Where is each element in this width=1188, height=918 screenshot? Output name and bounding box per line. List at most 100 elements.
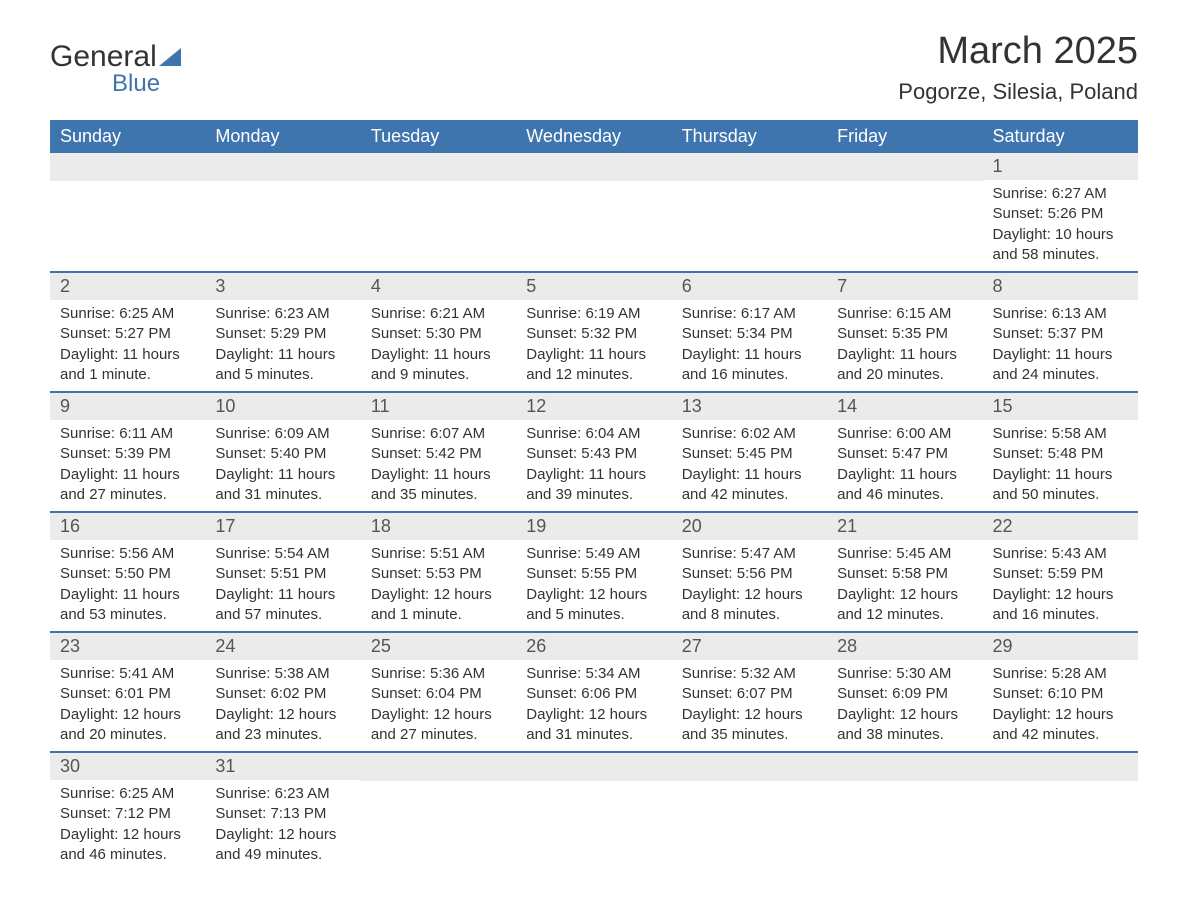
calendar-cell: 5Sunrise: 6:19 AMSunset: 5:32 PMDaylight… bbox=[516, 272, 671, 392]
calendar-table: Sunday Monday Tuesday Wednesday Thursday… bbox=[50, 120, 1138, 871]
calendar-cell: 19Sunrise: 5:49 AMSunset: 5:55 PMDayligh… bbox=[516, 512, 671, 632]
sunrise-text: Sunrise: 5:58 AM bbox=[993, 424, 1128, 444]
daylight-text-1: Daylight: 11 hours bbox=[371, 345, 506, 365]
daylight-text-1: Daylight: 12 hours bbox=[215, 825, 350, 845]
day-details: Sunrise: 5:41 AMSunset: 6:01 PMDaylight:… bbox=[50, 660, 205, 751]
empty-day-content bbox=[672, 781, 827, 801]
calendar-cell: 31 Sunrise: 6:23 AMSunset: 7:13 PMDayligh… bbox=[205, 752, 360, 871]
day-details: Sunrise: 5:32 AMSunset: 6:07 PMDaylight:… bbox=[672, 660, 827, 751]
day-number: 10 bbox=[205, 393, 360, 420]
daylight-text-1: Daylight: 11 hours bbox=[60, 345, 195, 365]
calendar-cell bbox=[50, 153, 205, 272]
sunset-text: Sunset: 6:09 PM bbox=[837, 684, 972, 704]
day-number: 31 bbox=[205, 753, 360, 780]
day-details: Sunrise: 5:38 AMSunset: 6:02 PMDaylight:… bbox=[205, 660, 360, 751]
sunset-text: Sunset: 5:48 PM bbox=[993, 444, 1128, 464]
daylight-text-2: and 5 minutes. bbox=[526, 605, 661, 625]
daylight-text-2: and 38 minutes. bbox=[837, 725, 972, 745]
sunset-text: Sunset: 5:47 PM bbox=[837, 444, 972, 464]
daylight-text-1: Daylight: 12 hours bbox=[60, 705, 195, 725]
daylight-text-1: Daylight: 11 hours bbox=[837, 345, 972, 365]
daylight-text-1: Daylight: 11 hours bbox=[837, 465, 972, 485]
day-number: 5 bbox=[516, 273, 671, 300]
daylight-text-2: and 46 minutes. bbox=[837, 485, 972, 505]
day-number: 28 bbox=[827, 633, 982, 660]
weekday-header: Thursday bbox=[672, 120, 827, 153]
sunset-text: Sunset: 6:02 PM bbox=[215, 684, 350, 704]
sunrise-text: Sunrise: 6:25 AM bbox=[60, 304, 195, 324]
calendar-cell: 23Sunrise: 5:41 AMSunset: 6:01 PMDayligh… bbox=[50, 632, 205, 752]
sunset-text: Sunset: 7:13 PM bbox=[215, 804, 350, 824]
day-details: Sunrise: 5:30 AMSunset: 6:09 PMDaylight:… bbox=[827, 660, 982, 751]
calendar-cell: 4Sunrise: 6:21 AMSunset: 5:30 PMDaylight… bbox=[361, 272, 516, 392]
daylight-text-2: and 58 minutes. bbox=[993, 245, 1128, 265]
calendar-cell: 15Sunrise: 5:58 AMSunset: 5:48 PMDayligh… bbox=[983, 392, 1138, 512]
daylight-text-2: and 57 minutes. bbox=[215, 605, 350, 625]
daylight-text-1: Daylight: 10 hours bbox=[993, 225, 1128, 245]
daylight-text-1: Daylight: 11 hours bbox=[526, 465, 661, 485]
day-details: Sunrise: 6:00 AMSunset: 5:47 PMDaylight:… bbox=[827, 420, 982, 511]
daylight-text-1: Daylight: 11 hours bbox=[993, 345, 1128, 365]
calendar-cell: 2Sunrise: 6:25 AMSunset: 5:27 PMDaylight… bbox=[50, 272, 205, 392]
sunset-text: Sunset: 5:32 PM bbox=[526, 324, 661, 344]
day-details: Sunrise: 6:11 AMSunset: 5:39 PMDaylight:… bbox=[50, 420, 205, 511]
calendar-week-row: 2Sunrise: 6:25 AMSunset: 5:27 PMDaylight… bbox=[50, 272, 1138, 392]
calendar-cell bbox=[361, 153, 516, 272]
day-details: Sunrise: 6:15 AMSunset: 5:35 PMDaylight:… bbox=[827, 300, 982, 391]
daylight-text-1: Daylight: 11 hours bbox=[682, 345, 817, 365]
daylight-text-2: and 49 minutes. bbox=[215, 845, 350, 865]
calendar-cell bbox=[205, 153, 360, 272]
sunset-text: Sunset: 6:01 PM bbox=[60, 684, 195, 704]
daylight-text-2: and 8 minutes. bbox=[682, 605, 817, 625]
daylight-text-2: and 5 minutes. bbox=[215, 365, 350, 385]
calendar-cell: 8Sunrise: 6:13 AMSunset: 5:37 PMDaylight… bbox=[983, 272, 1138, 392]
logo-top-row: General bbox=[50, 40, 181, 74]
daylight-text-2: and 42 minutes. bbox=[993, 725, 1128, 745]
calendar-cell bbox=[827, 752, 982, 871]
calendar-cell: 28Sunrise: 5:30 AMSunset: 6:09 PMDayligh… bbox=[827, 632, 982, 752]
calendar-cell: 9Sunrise: 6:11 AMSunset: 5:39 PMDaylight… bbox=[50, 392, 205, 512]
sunrise-text: Sunrise: 6:17 AM bbox=[682, 304, 817, 324]
sunrise-text: Sunrise: 5:36 AM bbox=[371, 664, 506, 684]
sunset-text: Sunset: 6:06 PM bbox=[526, 684, 661, 704]
calendar-cell: 1Sunrise: 6:27 AMSunset: 5:26 PMDaylight… bbox=[983, 153, 1138, 272]
day-number: 12 bbox=[516, 393, 671, 420]
sunset-text: Sunset: 5:56 PM bbox=[682, 564, 817, 584]
logo-text-general: General bbox=[50, 40, 157, 74]
sunrise-text: Sunrise: 6:27 AM bbox=[993, 184, 1128, 204]
sunset-text: Sunset: 7:12 PM bbox=[60, 804, 195, 824]
day-number: 24 bbox=[205, 633, 360, 660]
daylight-text-1: Daylight: 11 hours bbox=[215, 465, 350, 485]
sunrise-text: Sunrise: 5:54 AM bbox=[215, 544, 350, 564]
day-details: Sunrise: 6:17 AMSunset: 5:34 PMDaylight:… bbox=[672, 300, 827, 391]
calendar-cell: 22Sunrise: 5:43 AMSunset: 5:59 PMDayligh… bbox=[983, 512, 1138, 632]
sunrise-text: Sunrise: 6:00 AM bbox=[837, 424, 972, 444]
empty-day-content bbox=[827, 181, 982, 201]
day-details: Sunrise: 6:02 AMSunset: 5:45 PMDaylight:… bbox=[672, 420, 827, 511]
day-number: 6 bbox=[672, 273, 827, 300]
daylight-text-1: Daylight: 12 hours bbox=[60, 825, 195, 845]
sunrise-text: Sunrise: 6:11 AM bbox=[60, 424, 195, 444]
day-number: 22 bbox=[983, 513, 1138, 540]
sunset-text: Sunset: 5:58 PM bbox=[837, 564, 972, 584]
day-details: Sunrise: 5:28 AMSunset: 6:10 PMDaylight:… bbox=[983, 660, 1138, 751]
weekday-header: Sunday bbox=[50, 120, 205, 153]
day-details: Sunrise: 6:23 AMSunset: 5:29 PMDaylight:… bbox=[205, 300, 360, 391]
calendar-cell bbox=[516, 752, 671, 871]
daylight-text-1: Daylight: 12 hours bbox=[371, 585, 506, 605]
calendar-week-row: 1Sunrise: 6:27 AMSunset: 5:26 PMDaylight… bbox=[50, 153, 1138, 272]
daylight-text-1: Daylight: 11 hours bbox=[371, 465, 506, 485]
daylight-text-1: Daylight: 12 hours bbox=[371, 705, 506, 725]
daylight-text-2: and 42 minutes. bbox=[682, 485, 817, 505]
day-number: 1 bbox=[983, 153, 1138, 180]
sunrise-text: Sunrise: 5:45 AM bbox=[837, 544, 972, 564]
daylight-text-1: Daylight: 12 hours bbox=[682, 585, 817, 605]
sunrise-text: Sunrise: 6:23 AM bbox=[215, 784, 350, 804]
weekday-header: Friday bbox=[827, 120, 982, 153]
daylight-text-2: and 16 minutes. bbox=[682, 365, 817, 385]
weekday-header: Wednesday bbox=[516, 120, 671, 153]
sunset-text: Sunset: 5:53 PM bbox=[371, 564, 506, 584]
daylight-text-1: Daylight: 12 hours bbox=[993, 585, 1128, 605]
sunrise-text: Sunrise: 6:19 AM bbox=[526, 304, 661, 324]
sunrise-text: Sunrise: 5:30 AM bbox=[837, 664, 972, 684]
